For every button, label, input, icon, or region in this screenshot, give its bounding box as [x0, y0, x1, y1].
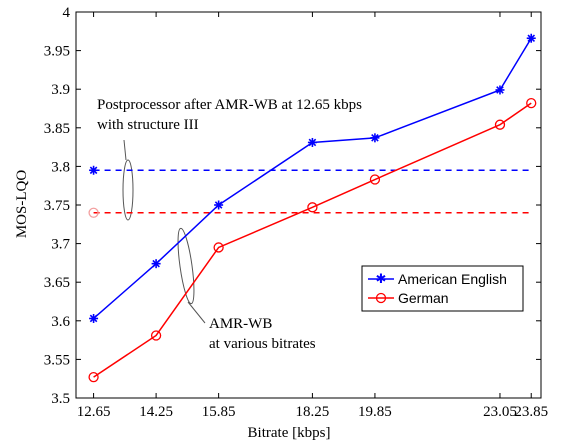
x-tick-label: 14.25: [139, 404, 173, 420]
annotation-postprocessor-line-2: with structure III: [97, 117, 199, 133]
annotation-amrwb-line-2: at various bitrates: [209, 336, 316, 352]
annotation-postprocessor-line-1: Postprocessor after AMR-WB at 12.65 kbps: [97, 97, 362, 113]
amrwb-leader: [187, 301, 206, 324]
y-tick-label: 3.75: [44, 198, 70, 214]
y-tick-label: 3.55: [44, 352, 70, 368]
legend-box: [361, 265, 524, 312]
y-axis-label: MOS-LQO: [14, 170, 30, 239]
series-layer: [88, 33, 537, 383]
series-american-english-point: [151, 259, 161, 269]
series-american-english-point: [307, 137, 317, 147]
reference-lines: [88, 165, 532, 218]
series-american-english-point: [370, 133, 380, 143]
legend-label-german: German: [398, 290, 449, 306]
x-tick-label: 23.05: [483, 404, 517, 420]
series-german-line: [93, 102, 532, 378]
x-tick-label: 23.85: [514, 404, 548, 420]
series-german-point: [494, 119, 506, 130]
series-german-point: [526, 97, 537, 109]
reference-line-german-marker: [88, 207, 99, 218]
series-german-point: [369, 174, 381, 185]
series-american-english-point: [495, 85, 505, 95]
series-american-english-point: [214, 200, 224, 210]
series-american-english-point: [526, 33, 536, 43]
legend-marker-german: [375, 292, 387, 304]
y-tick-label: 4: [63, 5, 71, 21]
annotation-amrwb-line-1: AMR-WB: [209, 316, 272, 332]
legend-marker-american-english: ✱: [376, 272, 387, 287]
series-american-english-point: [89, 313, 99, 323]
amrwb-ellipse: [177, 227, 195, 305]
x-tick-label: 12.65: [77, 404, 111, 420]
legend: ✱ American English German: [361, 265, 524, 312]
x-tick-label: 19.85: [358, 404, 392, 420]
x-tick-label: 15.85: [202, 404, 236, 420]
x-axis-label: Bitrate [kbps]: [248, 425, 331, 441]
reference-line-american-english-marker: [89, 165, 99, 175]
legend-label-american-english: American English: [398, 271, 507, 287]
series-german-point: [88, 372, 99, 383]
x-tick-label: 18.25: [296, 404, 330, 420]
y-tick-label: 3.65: [44, 275, 70, 291]
y-tick-label: 3.7: [51, 237, 70, 253]
postprocessor-leader: [123, 139, 127, 161]
y-tick-label: 3.85: [44, 121, 70, 137]
series-german-point: [150, 330, 162, 341]
y-tick-label: 3.5: [51, 391, 70, 407]
postprocessor-ellipse: [122, 159, 134, 221]
y-tick-label: 3.6: [51, 314, 70, 330]
annotation-pointers: [122, 139, 206, 324]
y-tick-label: 3.8: [51, 159, 70, 175]
series-german-point: [307, 202, 318, 213]
y-tick-label: 3.95: [44, 44, 70, 60]
y-tick-label: 3.9: [51, 82, 70, 98]
series-german-point: [213, 242, 224, 253]
